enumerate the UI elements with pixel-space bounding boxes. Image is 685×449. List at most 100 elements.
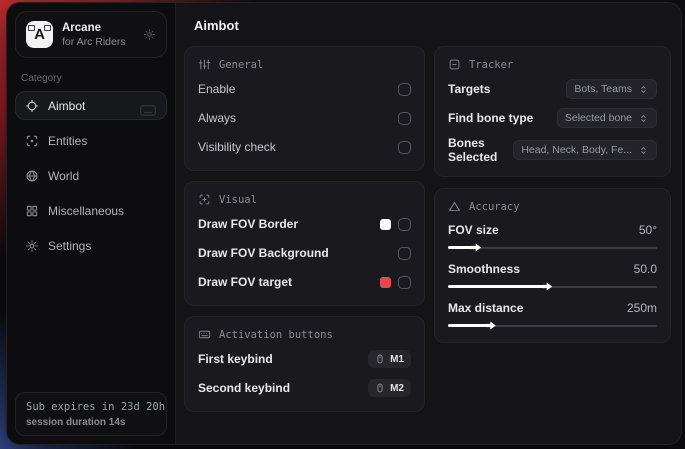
fov-target-color-swatch[interactable]: [380, 276, 391, 288]
find-bone-type-dropdown[interactable]: Selected bone: [556, 108, 657, 128]
sidebar-item-label: Miscellaneous: [48, 203, 125, 218]
chevrons-up-down-icon: [641, 85, 646, 93]
category-label: Category: [21, 73, 62, 84]
column-left: General Enable Always Visibility check: [184, 46, 425, 412]
sidebar-item-label: World: [48, 168, 80, 183]
card-visual-title: Visual: [198, 193, 411, 206]
globe-icon: [25, 169, 39, 183]
grid-icon: [25, 204, 39, 218]
smoothness-slider[interactable]: [448, 282, 657, 291]
gear-icon: [25, 239, 39, 253]
card-title-text: Accuracy: [469, 200, 520, 213]
card-general-title: General: [198, 58, 411, 71]
mouse-icon: [377, 383, 383, 393]
card-accuracy: Accuracy FOV size 50°: [434, 188, 671, 343]
slider-value: 50°: [638, 223, 657, 237]
keybind-value: M2: [390, 382, 404, 394]
slider-thumb[interactable]: [471, 243, 482, 252]
enable-checkbox[interactable]: [398, 82, 411, 96]
always-checkbox[interactable]: [398, 111, 411, 125]
app-window: A Arcane for Arc Riders Category: [6, 2, 682, 445]
sidebar-item-aimbot[interactable]: Aimbot: [15, 91, 167, 120]
bones-selected-dropdown[interactable]: Head, Neck, Body, Fe...: [513, 140, 657, 160]
card-title-text: Activation buttons: [219, 328, 333, 341]
setting-label: Draw FOV Border: [198, 217, 299, 231]
scan-icon: [25, 134, 39, 148]
first-keybind-button[interactable]: M1: [368, 350, 411, 368]
setting-label: Bones Selected: [448, 136, 498, 164]
setting-row: Smoothness 50.0: [448, 262, 657, 291]
setting-label: Find bone type: [448, 111, 534, 125]
setting-label: Targets: [448, 82, 491, 96]
setting-row: Targets Bots, Teams: [448, 78, 657, 100]
session-duration-text: session duration 14s: [26, 417, 126, 428]
card-title-text: Tracker: [469, 58, 514, 71]
visibility-check-checkbox[interactable]: [398, 140, 411, 154]
sidebar-item-entities[interactable]: Entities: [15, 126, 167, 155]
main-area: Aimbot General Enable: [176, 3, 681, 444]
setting-row: Draw FOV Border: [198, 213, 411, 235]
page-title: Aimbot: [194, 18, 239, 33]
targets-dropdown[interactable]: Bots, Teams: [566, 79, 657, 99]
sidebar-item-label: Entities: [48, 133, 88, 148]
slider-value: 250m: [626, 301, 657, 315]
setting-label: Enable: [198, 82, 236, 96]
fov-border-color-swatch[interactable]: [380, 218, 391, 230]
column-right: Tracker Targets Bots, Teams Find bone ty…: [434, 46, 671, 343]
card-tracker-title: Tracker: [448, 58, 657, 71]
fov-border-checkbox[interactable]: [398, 217, 411, 231]
slider-thumb[interactable]: [485, 321, 496, 330]
content: General Enable Always Visibility check: [176, 46, 681, 422]
second-keybind-button[interactable]: M2: [368, 379, 411, 397]
setting-label: Second keybind: [198, 381, 291, 395]
triangle-icon: [449, 201, 460, 212]
setting-row: Draw FOV target: [198, 271, 411, 293]
slider-value: 50.0: [633, 262, 657, 276]
dropdown-value: Selected bone: [564, 112, 632, 124]
setting-label: First keybind: [198, 352, 273, 366]
main-header: Aimbot: [176, 3, 681, 46]
slider-track: [448, 247, 657, 249]
dropdown-value: Bots, Teams: [574, 83, 632, 95]
sidebar-item-world[interactable]: World: [15, 161, 167, 190]
sidebar: A Arcane for Arc Riders Category: [7, 3, 176, 444]
setting-label: Smoothness: [448, 262, 521, 276]
fov-size-slider[interactable]: [448, 243, 657, 252]
sidebar-item-miscellaneous[interactable]: Miscellaneous: [15, 196, 167, 225]
app-subtitle: for Arc Riders: [62, 35, 126, 48]
setting-row: Enable: [198, 78, 411, 100]
max-distance-slider[interactable]: [448, 321, 657, 330]
setting-row: Always: [198, 107, 411, 129]
setting-row: FOV size 50°: [448, 223, 657, 252]
setting-row: First keybind M1: [198, 348, 411, 370]
keyboard-icon: [198, 330, 211, 339]
setting-label: Draw FOV Background: [198, 246, 329, 260]
slider-track: [448, 325, 657, 327]
focus-plus-icon: [199, 194, 210, 205]
card-title-text: Visual: [219, 193, 257, 206]
card-visual: Visual Draw FOV Border Draw FOV Backgrou…: [184, 181, 425, 306]
sub-expiry-text: Sub expires in 23d 20h: [26, 401, 166, 413]
settings-gear-button[interactable]: [143, 28, 156, 41]
brand-text: Arcane for Arc Riders: [62, 22, 134, 48]
keybind-hint-icon: [140, 105, 156, 116]
sidebar-item-settings[interactable]: Settings: [15, 231, 167, 260]
chevrons-up-down-icon: [641, 114, 646, 122]
slider-fill: [448, 246, 476, 249]
subscription-card: Sub expires in 23d 20h session duration …: [15, 392, 167, 436]
setting-row: Second keybind M2: [198, 377, 411, 399]
square-minus-icon: [449, 59, 460, 70]
slider-thumb[interactable]: [542, 282, 553, 291]
sidebar-item-label: Aimbot: [48, 98, 86, 113]
card-activation: Activation buttons First keybind M1 Seco…: [184, 316, 425, 412]
fov-background-checkbox[interactable]: [398, 246, 411, 260]
setting-label: Visibility check: [198, 140, 276, 154]
card-general: General Enable Always Visibility check: [184, 46, 425, 171]
keybind-value: M1: [390, 353, 404, 365]
fov-target-checkbox[interactable]: [398, 275, 411, 289]
sidebar-item-label: Settings: [48, 238, 92, 253]
slider-fill: [448, 324, 490, 327]
sidebar-nav: Aimbot Entities: [15, 91, 167, 260]
card-activation-title: Activation buttons: [198, 328, 411, 341]
setting-row: Max distance 250m: [448, 301, 657, 330]
